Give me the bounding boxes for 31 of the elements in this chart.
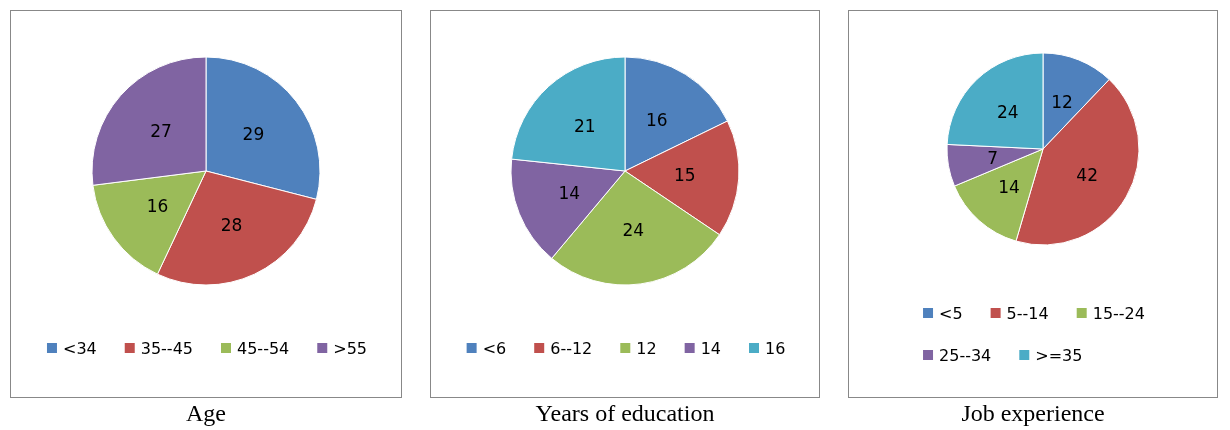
data-label: 24: [622, 220, 645, 241]
legend-label: 35--45: [140, 338, 193, 358]
data-label: 29: [242, 124, 265, 145]
legend-label: 15--24: [1092, 303, 1145, 323]
text: Years of education: [535, 400, 715, 426]
legend-label: 25--34: [939, 345, 992, 365]
data-label: 16: [645, 110, 668, 131]
data-label: 27: [150, 121, 172, 142]
legend-label: <6: [482, 338, 507, 358]
legend-label: 5--14: [1006, 303, 1049, 323]
legend-label: >55: [333, 338, 368, 358]
legend-label: 16: [765, 338, 786, 358]
data-label: 28: [220, 215, 243, 236]
data-label: 14: [558, 183, 581, 204]
data-label: 21: [574, 116, 596, 137]
data-label: 7: [987, 147, 999, 168]
data-label: 14: [998, 177, 1020, 198]
data-label: 15: [674, 165, 696, 186]
data-label: 16: [146, 196, 169, 217]
data-label: 12: [1051, 91, 1073, 112]
legend-label: <34: [62, 338, 97, 358]
text: Job experience: [961, 400, 1105, 426]
legend-label: <5: [939, 303, 963, 323]
legend-label: 14: [700, 338, 722, 358]
legend-label: >=35: [1035, 345, 1083, 365]
text: Age: [186, 400, 226, 426]
data-label: 42: [1076, 164, 1098, 185]
data-label: 24: [996, 102, 1019, 123]
legend-label: 6--12: [550, 338, 593, 358]
legend-label: 12: [636, 338, 657, 358]
legend-label: 45--54: [237, 338, 290, 358]
